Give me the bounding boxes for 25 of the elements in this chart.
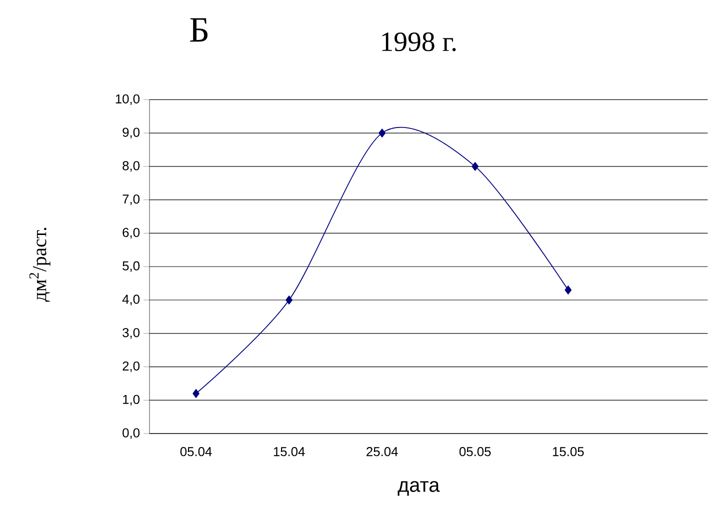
point [192,388,200,398]
y-tick-label: 10,0 [116,94,140,105]
y-tick-label: 3,0 [122,328,140,339]
x-tick-label: 05.05 [459,446,491,456]
point [378,128,386,138]
point [286,295,292,304]
y-tick-label: 4,0 [122,294,140,306]
point [564,285,572,294]
y-tick-label: 5,0 [122,261,140,272]
y-tick-label: 7,0 [122,194,140,206]
x-axis-title: дата [398,480,440,496]
text: Б [190,18,208,42]
y-tick-label: 9,0 [122,128,140,138]
y-tick-label: 8,0 [122,160,140,172]
x-tick-label: 25.04 [366,446,398,456]
x-tick-label: 15.05 [552,446,584,456]
y-tick-label: 1,0 [123,394,140,406]
x-tick-label: 05.04 [180,446,212,456]
y-tick-label: 2,0 [122,361,140,372]
y-axis-title: дм$^{2}$/раст. [29,228,50,302]
y-tick-label: 0,0 [122,428,140,439]
x-tick-label: 15.04 [274,446,305,456]
y-tick-label: 6,0 [122,228,140,238]
point [472,162,479,171]
chart-title: 1998 г. [382,32,456,52]
